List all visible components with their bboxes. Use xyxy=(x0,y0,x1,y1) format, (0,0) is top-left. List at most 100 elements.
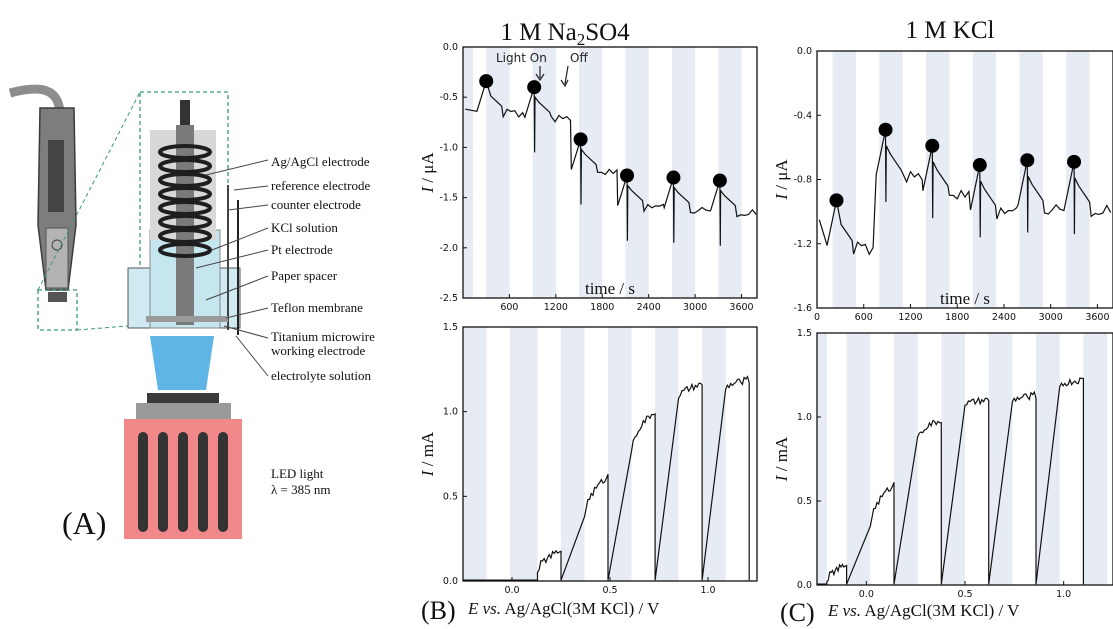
data-marker xyxy=(972,158,987,173)
led-stripe xyxy=(198,432,208,532)
x-axis-label: time / s xyxy=(585,279,635,298)
y-tick-label: 1.0 xyxy=(797,412,812,423)
x-tick-label: 0.0 xyxy=(859,589,874,600)
x-tick-label: 0 xyxy=(814,312,820,323)
shaded-band xyxy=(561,327,585,581)
panel-b-title-main: 1 M Na xyxy=(500,19,576,46)
x-tick-label: 600 xyxy=(500,302,518,313)
annotation-off: Off xyxy=(570,51,588,65)
y-tick-label: 0.0 xyxy=(443,576,458,587)
shaded-band xyxy=(926,51,950,308)
y-tick-label: -1.6 xyxy=(793,303,812,314)
leader-lines xyxy=(195,159,269,377)
shaded-band xyxy=(463,327,487,581)
chart-b-top: 600 1200 1800 2400 3000 3600 0.0 -0.5 -1.0 -1.5 -2… xyxy=(418,42,758,313)
y-tick-label: 1.5 xyxy=(443,322,458,333)
led-stripes-icon xyxy=(138,432,228,532)
label-pt: Pt electrode xyxy=(271,242,333,257)
y-axis-label-unit: / μA xyxy=(418,152,437,187)
x-tick-label: 3600 xyxy=(729,302,753,313)
x-tick-label: 1.0 xyxy=(1056,589,1071,600)
shaded-band xyxy=(972,51,997,308)
panel-b-letter: (B) xyxy=(421,596,456,625)
zoom-line-top xyxy=(37,91,141,291)
y-axis-label-unit: / mA xyxy=(418,431,437,470)
shaded-band xyxy=(608,327,632,581)
shaded-band xyxy=(941,333,965,585)
y-axis-label-unit: / μA xyxy=(772,159,791,194)
shaded-band xyxy=(718,47,742,298)
chart-b-bot: 0.0 0.5 1.0 0.0 0.5 1.0 1.5 I / mA xyxy=(418,322,758,596)
label-electrolyte: electrolyte solution xyxy=(271,368,372,383)
y-tick-label: 0.0 xyxy=(443,42,458,53)
panel-c-xlabel-e: E xyxy=(827,601,839,620)
y-axis-label-var: I xyxy=(418,469,437,477)
light-beam-icon xyxy=(150,336,214,390)
data-trace xyxy=(465,79,757,246)
shaded-band xyxy=(702,327,726,581)
label-reference: reference electrode xyxy=(271,178,370,193)
shaded-band xyxy=(1019,51,1043,308)
label-counter: counter electrode xyxy=(271,197,361,212)
x-tick-label: 3000 xyxy=(1039,312,1063,323)
panel-c-xlabel: E vs. Ag/AgCl(3M KCl) / V xyxy=(827,601,1020,620)
data-marker xyxy=(878,122,893,137)
panel-b-xlabel-e: E xyxy=(467,599,479,618)
shaded-band xyxy=(1036,333,1060,585)
data-marker xyxy=(1067,154,1082,169)
data-trace xyxy=(818,129,1112,256)
zoom-box-small xyxy=(37,289,78,331)
x-tick-label: 1.0 xyxy=(700,585,715,596)
data-trace xyxy=(817,377,1084,585)
led-stripe xyxy=(178,432,188,532)
data-marker xyxy=(620,168,635,183)
shaded-band xyxy=(1083,333,1108,585)
x-tick-label: 1800 xyxy=(945,312,969,323)
shaded-band xyxy=(510,327,538,581)
led-stripe xyxy=(138,432,148,532)
y-tick-label: -2.5 xyxy=(439,293,458,304)
panel-b-xlabel: E vs. Ag/AgCl(3M KCl) / V xyxy=(467,599,660,618)
electrode-end-icon xyxy=(48,292,67,302)
chart-c-top: 0 600 1200 1800 2400 3000 3600 0.0 -0.4 -0.8 -1.2 -… xyxy=(772,46,1113,323)
label-agagcl: Ag/AgCl electrode xyxy=(271,154,370,169)
x-tick-label: 0.5 xyxy=(602,585,617,596)
y-tick-label: -1.0 xyxy=(439,142,458,153)
data-marker xyxy=(829,193,844,208)
panel-b-title-sub: 2 xyxy=(577,30,586,49)
led-stripe xyxy=(218,432,228,532)
y-tick-label: -1.5 xyxy=(439,193,458,204)
x-tick-label: 3600 xyxy=(1085,312,1109,323)
y-axis-label-var: I xyxy=(772,193,791,201)
rod-icon xyxy=(176,125,194,325)
electrode-grip-icon xyxy=(48,140,64,212)
panel-b-xlabel-rest: Ag/AgCl(3M KCl) / V xyxy=(504,599,660,618)
y-axis-label: I / mA xyxy=(418,431,437,477)
y-axis-label-var: I xyxy=(418,186,437,194)
data-marker xyxy=(573,132,588,147)
y-tick-label: -2.0 xyxy=(439,243,458,254)
data-marker xyxy=(527,80,542,95)
panel-c-xlabel-rest: Ag/AgCl(3M KCl) / V xyxy=(864,601,1020,620)
coil-turn xyxy=(158,242,212,258)
y-tick-label: -0.8 xyxy=(793,175,812,186)
y-axis-label: I / μA xyxy=(418,152,437,194)
data-marker xyxy=(479,74,494,89)
shaded-band xyxy=(486,47,510,298)
shaded-band xyxy=(846,333,871,585)
y-tick-label: 0.0 xyxy=(797,46,812,57)
panel-a-letter: (A) xyxy=(62,505,106,541)
light-annotations: Light On Off xyxy=(496,51,588,88)
y-axis-label: I / μA xyxy=(772,159,791,201)
shaded-band xyxy=(817,333,827,585)
shaded-band xyxy=(1066,51,1090,308)
label-ti2: working electrode xyxy=(271,343,365,358)
shaded-band xyxy=(579,47,603,298)
x-tick-label: 2400 xyxy=(992,312,1016,323)
x-tick-label: 0.5 xyxy=(957,589,972,600)
shaded-band xyxy=(655,327,679,581)
y-axis-label: I / mA xyxy=(772,436,791,482)
chart-c-bot: 0.0 0.5 1.0 0.0 0.5 1.0 1.5 I / mA xyxy=(772,328,1113,600)
y-tick-label: -0.4 xyxy=(793,110,812,121)
